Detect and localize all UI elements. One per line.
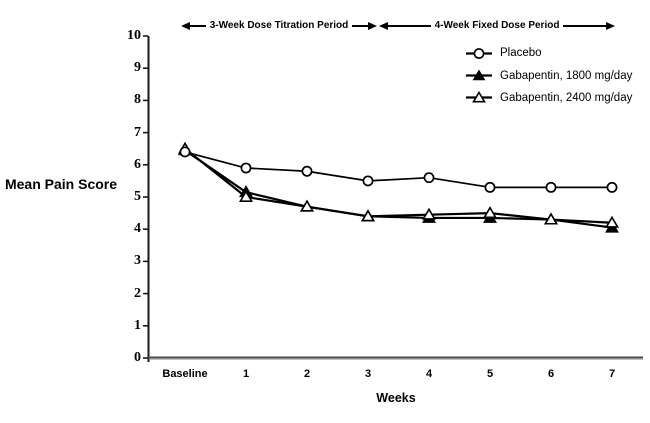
x-tick-label: 6: [547, 368, 555, 380]
y-tick-label: 9: [134, 60, 141, 76]
filled-triangle-marker-icon: [466, 69, 492, 81]
data-point-open-circle: [423, 172, 435, 184]
legend-item-gabapentin-1800: Gabapentin, 1800 mg/day: [464, 64, 632, 86]
x-tick-label: 7: [608, 368, 616, 380]
legend-item-gabapentin-2400: Gabapentin, 2400 mg/day: [464, 87, 632, 109]
y-tick-label: 1: [134, 317, 141, 333]
y-tick-label: 6: [134, 156, 141, 172]
x-tick-label: 4: [425, 368, 433, 380]
open-triangle-marker-icon: [466, 91, 492, 103]
data-point-open-circle: [545, 181, 557, 193]
data-point-open-triangle: [483, 206, 497, 219]
y-tick-label: 0: [134, 350, 141, 365]
dose-period-annotation: 3-Week Dose Titration Period 4-Week Fixe…: [181, 18, 616, 33]
x-tick-label: 1: [242, 368, 250, 380]
legend-label: Gabapentin, 2400 mg/day: [500, 91, 633, 104]
data-point-open-circle: [484, 181, 496, 193]
right-arrowhead-icon: [368, 21, 377, 30]
annotation-line: [388, 24, 431, 27]
right-arrowhead-icon: [606, 21, 616, 30]
y-tick-label: 10: [127, 28, 141, 43]
y-tick-label: 2: [134, 285, 141, 301]
y-tick-label: 4: [134, 221, 141, 237]
legend-item-placebo: Placebo: [464, 42, 632, 64]
data-point-open-triangle: [239, 190, 253, 202]
fixed-period-label: 4-Week Fixed Dose Period: [434, 20, 560, 31]
fixed-period-section: 4-Week Fixed Dose Period: [379, 20, 616, 31]
open-circle-marker-icon: [466, 47, 492, 59]
y-tick-label: 5: [134, 189, 141, 204]
data-point-open-circle: [606, 181, 618, 193]
data-point-open-circle: [362, 175, 374, 187]
data-point-open-triangle: [300, 199, 314, 212]
data-point-open-triangle: [544, 212, 558, 225]
legend-label: Gabapentin, 1800 mg/day: [500, 69, 633, 82]
titration-period-label: 3-Week Dose Titration Period: [209, 20, 349, 31]
x-tick-label: 2: [303, 368, 311, 380]
x-tick-label: Baseline: [162, 368, 208, 380]
y-axis-title: Mean Pain Score: [4, 176, 118, 192]
legend-label: Placebo: [500, 47, 542, 60]
left-arrowhead-icon: [379, 21, 388, 30]
annotation-line: [563, 24, 607, 27]
left-arrowhead-icon: [181, 21, 190, 30]
titration-period-section: 3-Week Dose Titration Period: [181, 20, 377, 31]
data-point-open-triangle: [361, 209, 375, 222]
data-point-open-circle: [179, 146, 191, 158]
series-line-0: [184, 151, 612, 189]
series-line-2: [184, 147, 613, 224]
x-tick-label: 3: [364, 368, 372, 380]
annotation-line: [190, 24, 206, 27]
data-point-open-triangle: [422, 207, 436, 220]
data-point-open-triangle: [605, 215, 619, 228]
annotation-line: [352, 24, 368, 27]
legend: Placebo Gabapentin, 1800 mg/day Gabapent…: [464, 42, 632, 109]
x-axis-title: Weeks: [376, 391, 416, 405]
y-tick-label: 3: [134, 253, 141, 269]
data-point-open-circle: [301, 165, 313, 177]
y-tick-label: 8: [134, 92, 141, 108]
data-point-open-circle: [240, 162, 252, 174]
x-tick-label: 5: [486, 368, 494, 380]
y-tick-label: 7: [134, 124, 141, 140]
